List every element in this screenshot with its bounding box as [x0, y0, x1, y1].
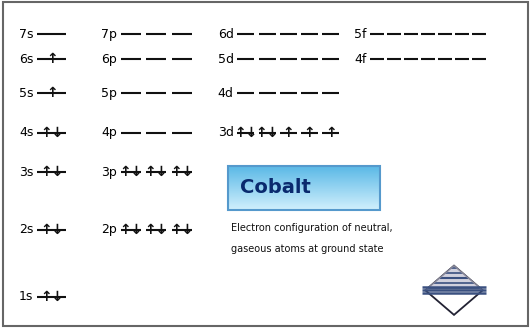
Text: ↑: ↑ [325, 126, 337, 140]
Bar [228, 207, 380, 208]
Bar [228, 186, 380, 187]
Bar [228, 201, 380, 202]
Text: 6s: 6s [19, 52, 33, 66]
Text: 1s: 1s [19, 290, 33, 303]
Bar [228, 173, 380, 174]
Bar [228, 200, 380, 201]
Bar [228, 188, 380, 189]
Bar [228, 202, 380, 203]
Text: ↑: ↑ [46, 87, 57, 100]
Bar [228, 183, 380, 184]
Bar [228, 168, 380, 169]
Bar [228, 172, 380, 173]
Text: Cobalt: Cobalt [241, 178, 311, 197]
Text: 3p: 3p [101, 166, 117, 179]
Text: ↑↓: ↑↓ [119, 165, 142, 179]
Bar [228, 166, 380, 210]
Text: 4p: 4p [101, 126, 117, 139]
Text: 5d: 5d [218, 52, 234, 66]
Text: ↑: ↑ [304, 126, 315, 140]
Bar [228, 195, 380, 196]
Text: 3s: 3s [19, 166, 33, 179]
Bar [228, 204, 380, 205]
Bar [228, 174, 380, 175]
Text: 6d: 6d [218, 28, 234, 41]
Bar [228, 191, 380, 192]
Bar [228, 169, 380, 170]
Text: ↑↓: ↑↓ [170, 223, 193, 236]
Bar [228, 209, 380, 210]
Bar [228, 206, 380, 207]
Text: 5p: 5p [101, 87, 117, 100]
Bar [228, 170, 380, 171]
Text: ↑↓: ↑↓ [40, 165, 63, 179]
Bar [228, 181, 380, 182]
Text: ↑: ↑ [282, 126, 294, 140]
Bar [228, 184, 380, 185]
Text: 7p: 7p [101, 28, 117, 41]
Bar [228, 176, 380, 177]
Bar [228, 196, 380, 197]
Bar [228, 199, 380, 200]
Bar [228, 197, 380, 198]
Text: ↑↓: ↑↓ [234, 126, 258, 140]
Bar [228, 185, 380, 186]
Text: ↑: ↑ [46, 52, 57, 66]
Bar [228, 192, 380, 193]
Bar [228, 175, 380, 176]
Bar [228, 189, 380, 190]
Text: 4s: 4s [19, 126, 33, 139]
Text: 2s: 2s [19, 223, 33, 236]
Text: 2p: 2p [101, 223, 117, 236]
Bar [228, 203, 380, 204]
Bar [228, 198, 380, 199]
Text: Electron configuration of neutral,: Electron configuration of neutral, [231, 223, 392, 233]
Bar [228, 180, 380, 181]
Polygon shape [425, 266, 483, 290]
Bar [228, 194, 380, 195]
Text: 5f: 5f [354, 28, 366, 41]
Text: ↑↓: ↑↓ [40, 126, 63, 140]
Bar [228, 208, 380, 209]
Bar [228, 171, 380, 172]
Text: ↑↓: ↑↓ [170, 165, 193, 179]
Bar [228, 193, 380, 194]
Bar [228, 178, 380, 179]
Text: ↑↓: ↑↓ [40, 290, 63, 304]
Text: ↑↓: ↑↓ [255, 126, 279, 140]
Text: 4f: 4f [354, 52, 366, 66]
Bar [228, 166, 380, 167]
Text: 5s: 5s [19, 87, 33, 100]
Bar [228, 187, 380, 188]
Text: 7s: 7s [19, 28, 33, 41]
Bar [228, 167, 380, 168]
Text: ↑↓: ↑↓ [144, 165, 168, 179]
Bar [228, 179, 380, 180]
Bar [228, 190, 380, 191]
Text: ↑↓: ↑↓ [40, 223, 63, 236]
Text: gaseous atoms at ground state: gaseous atoms at ground state [231, 244, 383, 254]
Text: 6p: 6p [101, 52, 117, 66]
Text: ↑↓: ↑↓ [144, 223, 168, 236]
Bar [228, 205, 380, 206]
Text: ↑↓: ↑↓ [119, 223, 142, 236]
Text: 3d: 3d [218, 126, 234, 139]
Bar [228, 182, 380, 183]
Bar [228, 177, 380, 178]
Text: 4d: 4d [218, 87, 234, 100]
